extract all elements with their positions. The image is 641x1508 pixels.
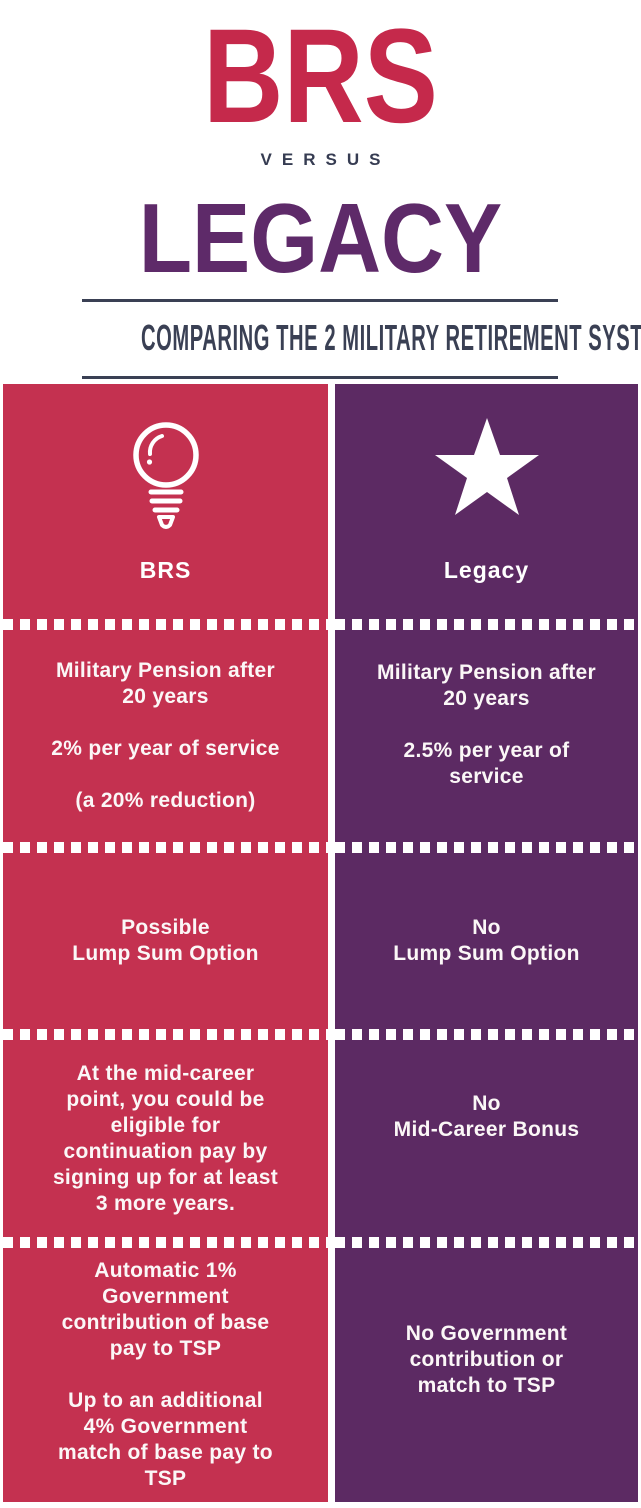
cell-text: Up to an additional 4% Government match …	[58, 1389, 273, 1490]
dashed-separator	[3, 1029, 328, 1040]
legacy-mid-career-cell: No Mid-Career Bonus	[335, 1040, 638, 1237]
brs-column-label: BRS	[139, 557, 192, 583]
brs-tsp-cell: Automatic 1% Government contribution of …	[3, 1248, 328, 1502]
legacy-pension-cell: Military Pension after 20 years 2.5% per…	[335, 630, 638, 842]
title-brs: BRS	[203, 2, 438, 151]
divider-line-top	[82, 299, 558, 302]
cell-text: 2% per year of service	[51, 737, 280, 760]
dashed-separator	[335, 1029, 638, 1040]
brs-lump-sum-cell: Possible Lump Sum Option	[3, 853, 328, 1029]
divider-line-bottom	[82, 376, 558, 379]
legacy-column: Legacy Military Pension after 20 years 2…	[335, 384, 638, 1502]
cell-text: No Mid-Career Bonus	[393, 1091, 580, 1141]
cell-text: Automatic 1% Government contribution of …	[61, 1259, 270, 1360]
cell-text: (a 20% reduction)	[75, 789, 256, 812]
star-icon	[434, 418, 539, 515]
title-legacy: LEGACY	[138, 183, 503, 293]
cell-text: Possible Lump Sum Option	[72, 916, 259, 965]
dashed-separator	[335, 842, 638, 853]
legacy-lump-sum-cell: No Lump Sum Option	[335, 853, 638, 1029]
legacy-column-header: Legacy	[335, 384, 638, 619]
cell-text: No Lump Sum Option	[393, 916, 580, 965]
cell-text: At the mid-career point, you could be el…	[52, 1061, 279, 1215]
cell-text: No Government contribution or match to T…	[405, 1322, 568, 1397]
versus-label: VERSUS	[260, 150, 391, 169]
dashed-separator	[335, 1237, 638, 1248]
subtitle: COMPARING THE 2 MILITARY RETIREMENT SYST…	[141, 317, 641, 358]
dashed-separator	[3, 1237, 328, 1248]
brs-column-header: BRS	[3, 384, 328, 619]
legacy-tsp-cell: No Government contribution or match to T…	[335, 1248, 638, 1502]
cell-text: Military Pension after 20 years	[377, 661, 596, 710]
brs-column: BRS Military Pension after 20 years 2% p…	[3, 384, 328, 1502]
dashed-separator	[3, 619, 328, 630]
brs-mid-career-cell: At the mid-career point, you could be el…	[3, 1040, 328, 1237]
legacy-column-label: Legacy	[443, 557, 530, 583]
dashed-separator	[335, 619, 638, 630]
cell-text: 2.5% per year of service	[403, 739, 570, 788]
dashed-separator	[3, 842, 328, 853]
brs-pension-cell: Military Pension after 20 years 2% per y…	[3, 630, 328, 842]
lightbulb-icon	[132, 422, 199, 529]
cell-text: Military Pension after 20 years	[56, 659, 275, 708]
